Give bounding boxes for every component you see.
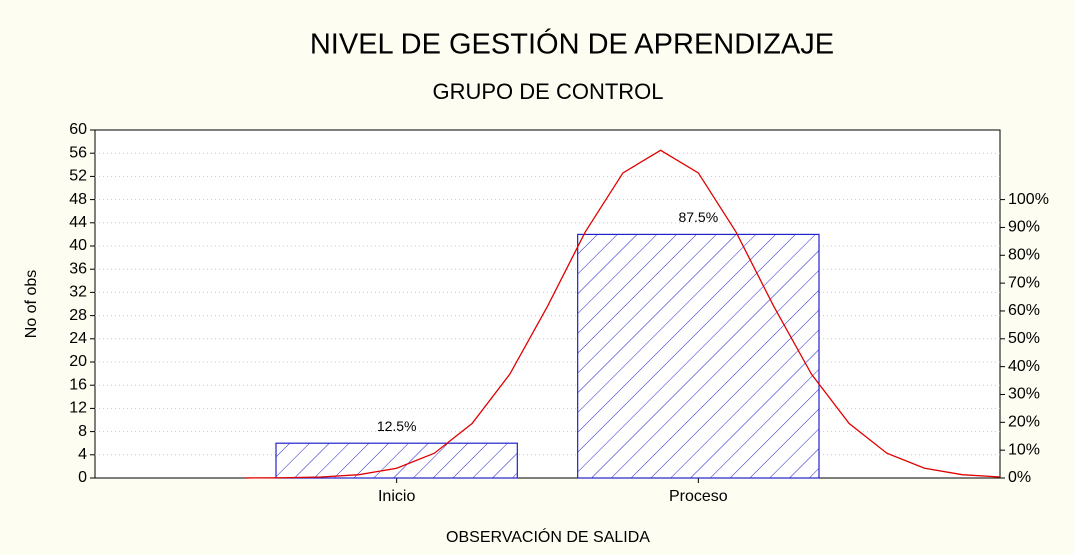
y2-tick-label: 100% <box>1008 191 1049 208</box>
chart-title: NIVEL DE GESTIÓN DE APRENDIZAJE <box>310 28 834 61</box>
y-tick-label: 16 <box>69 376 87 393</box>
y2-tick-label: 0% <box>1008 469 1031 486</box>
y-tick-label: 52 <box>69 168 87 185</box>
y-tick-label: 60 <box>69 121 87 138</box>
x-tick-label: Inicio <box>378 488 415 505</box>
y-tick-label: 40 <box>69 237 87 254</box>
y2-tick-label: 30% <box>1008 386 1040 403</box>
x-tick-label: Proceso <box>669 488 728 505</box>
y-tick-label: 0 <box>78 469 87 486</box>
y-tick-label: 56 <box>69 144 87 161</box>
y-tick-label: 12 <box>69 400 87 417</box>
y-tick-label: 24 <box>69 330 87 347</box>
plot-area <box>94 129 1001 479</box>
chart-subtitle: GRUPO DE CONTROL <box>432 79 663 104</box>
y2-tick-label: 40% <box>1008 358 1040 375</box>
y2-tick-label: 70% <box>1008 274 1040 291</box>
y-tick-label: 44 <box>69 214 87 231</box>
y-axis-label: No of obs <box>23 270 40 338</box>
y2-tick-label: 80% <box>1008 246 1040 263</box>
bar <box>275 442 518 479</box>
x-axis-label: OBSERVACIÓN DE SALIDA <box>446 527 650 546</box>
normal-curve <box>245 149 1001 479</box>
y2-tick-label: 90% <box>1008 219 1040 236</box>
y-tick-label: 4 <box>78 446 87 463</box>
y-tick-label: 36 <box>69 260 87 277</box>
y2-tick-label: 20% <box>1008 414 1040 431</box>
y2-tick-label: 50% <box>1008 330 1040 347</box>
y2-tick-label: 60% <box>1008 302 1040 319</box>
bar-percentage-label: 12.5% <box>377 418 417 434</box>
bar-percentage-label: 87.5% <box>678 209 718 225</box>
bar <box>577 233 820 479</box>
y-tick-label: 20 <box>69 353 87 370</box>
y-tick-label: 28 <box>69 307 87 324</box>
y-tick-label: 8 <box>78 423 87 440</box>
y-tick-label: 48 <box>69 191 87 208</box>
y-tick-label: 32 <box>69 284 87 301</box>
y2-tick-label: 10% <box>1008 441 1040 458</box>
